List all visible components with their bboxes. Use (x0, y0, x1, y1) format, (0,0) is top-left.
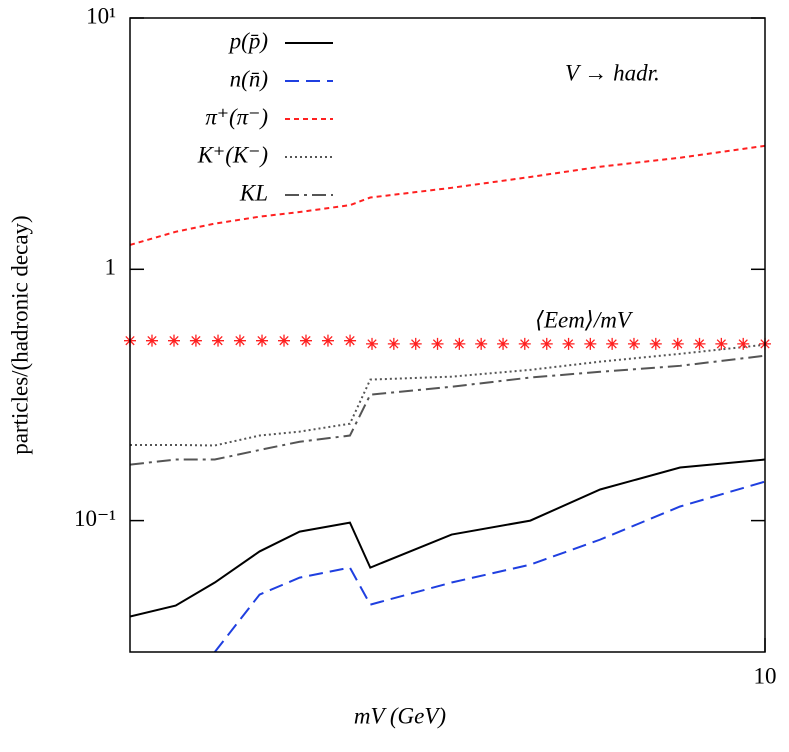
star-marker (344, 334, 357, 347)
star-marker (453, 337, 466, 350)
star-marker (715, 337, 728, 350)
star-marker (475, 337, 488, 350)
star-marker (540, 337, 553, 350)
star-marker (649, 337, 662, 350)
star-marker (299, 334, 312, 347)
star-marker (321, 334, 334, 347)
star-marker (606, 337, 619, 350)
star-marker (584, 337, 597, 350)
plot-frame (129, 17, 766, 653)
star-marker (189, 334, 202, 347)
y-tick-label: 10¹ (86, 3, 116, 28)
annotation: V → hadr. (565, 60, 660, 85)
legend-label: KL (239, 180, 268, 205)
star-marker (497, 337, 510, 350)
star-marker (409, 337, 422, 350)
x-tick-label: 10 (754, 663, 777, 688)
star-marker (737, 337, 750, 350)
y-tick-label: 10⁻¹ (74, 506, 116, 531)
star-marker (366, 337, 379, 350)
star-marker (562, 337, 575, 350)
legend-label: K⁺(K⁻) (197, 142, 268, 167)
star-marker (518, 337, 531, 350)
star-marker (256, 334, 269, 347)
star-marker (168, 334, 181, 347)
star-marker (233, 334, 246, 347)
star-marker (212, 334, 225, 347)
star-marker (627, 337, 640, 350)
y-tick-label: 1 (105, 255, 117, 280)
legend-label: n(n̄) (230, 66, 268, 91)
legend-label: π⁺(π⁻) (205, 104, 268, 129)
legend-label: p(p̄) (228, 28, 268, 53)
star-marker (693, 337, 706, 350)
star-marker (431, 337, 444, 350)
series-line (130, 458, 765, 618)
series-line (130, 144, 765, 246)
series-line (130, 354, 765, 466)
star-marker (671, 337, 684, 350)
star-marker (145, 334, 158, 347)
series-line (130, 343, 765, 447)
series-line (214, 480, 765, 652)
star-marker (387, 337, 400, 350)
annotation: ⟨Eem⟩/mV (535, 307, 634, 332)
x-axis-label: mV (GeV) (354, 703, 446, 728)
y-axis-label: particles/(hadronic decay) (7, 215, 32, 454)
star-marker (278, 334, 291, 347)
